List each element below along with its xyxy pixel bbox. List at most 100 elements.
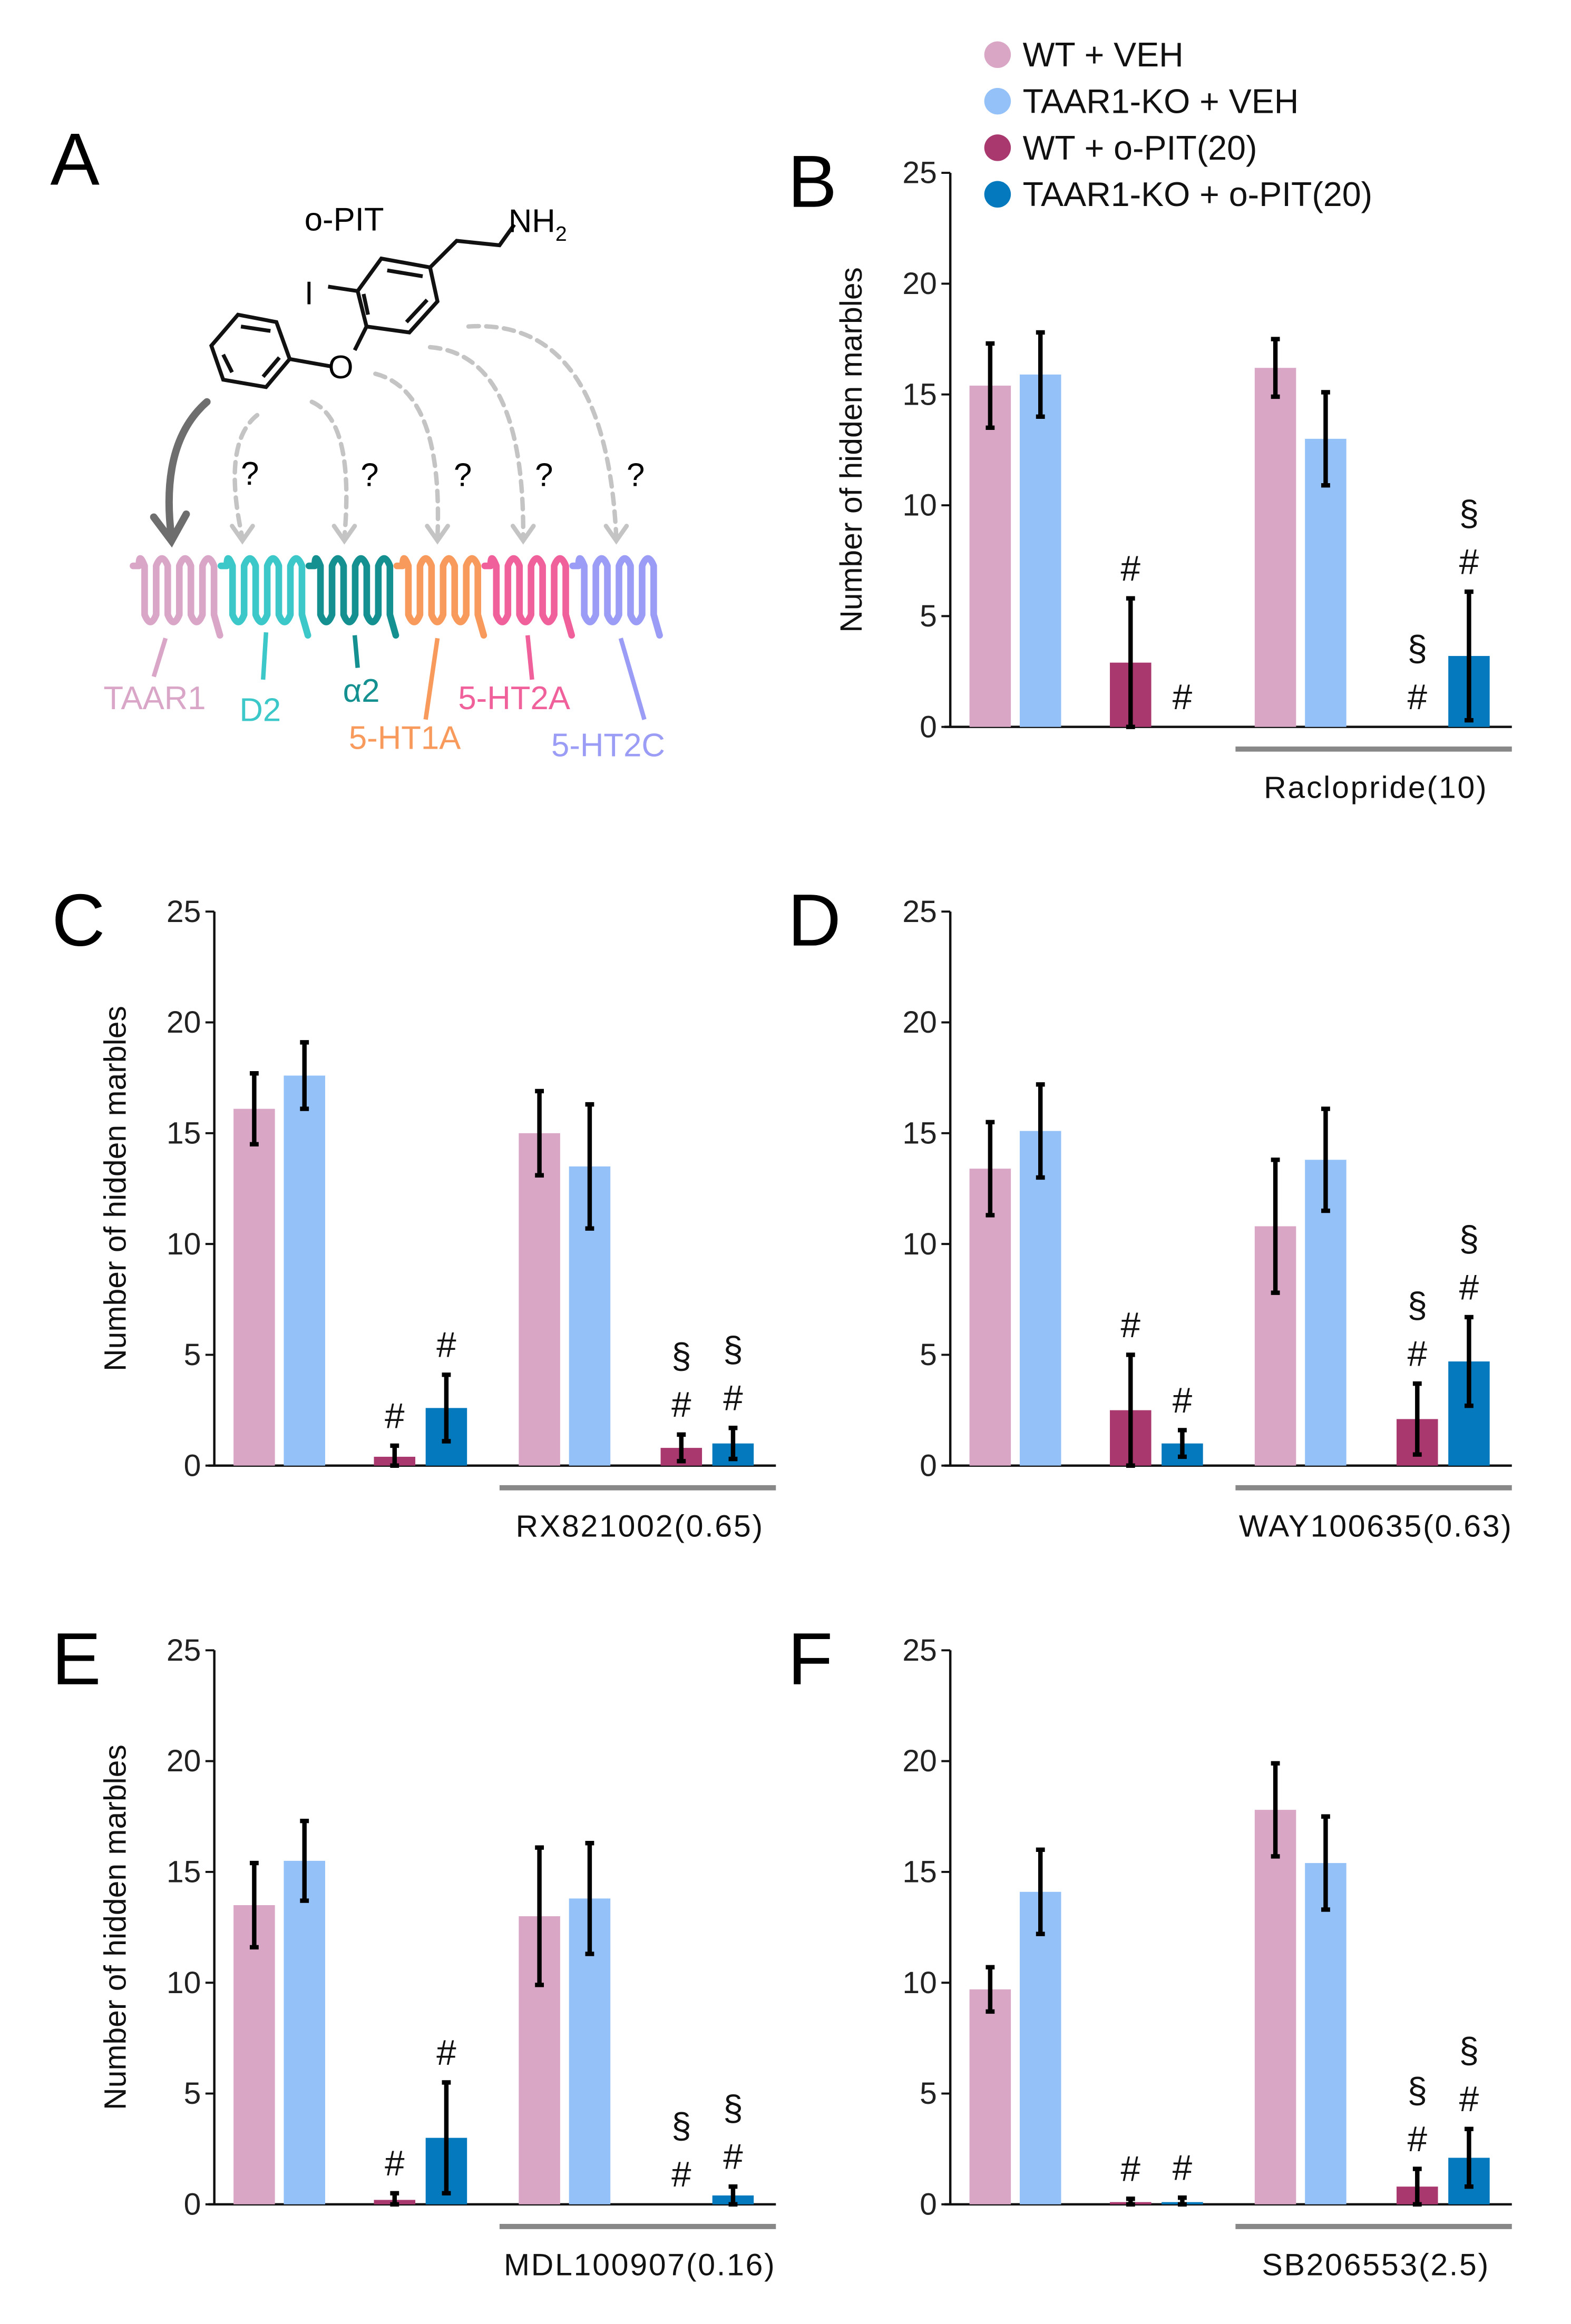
y-tick-label: 5 [184, 1338, 201, 1372]
y-tick-label: 10 [167, 1227, 201, 1261]
panel-label-a: A [50, 118, 100, 201]
receptor-leader-line [423, 638, 440, 720]
significance-hash: # [1408, 2120, 1428, 2159]
nh2-label: NH2 [509, 203, 567, 246]
bar [284, 1860, 325, 2204]
o-pit-structure [209, 223, 516, 389]
receptor-leader-line [151, 638, 168, 678]
y-tick-label: 15 [902, 1116, 937, 1150]
iodine-label: I [305, 276, 314, 312]
significance-section: § [671, 1337, 691, 1376]
significance-hash: # [1173, 678, 1193, 717]
significance-section: § [671, 2106, 691, 2146]
y-axis-title: Number of hidden marbles [98, 1744, 132, 2110]
y-tick-label: 10 [902, 488, 937, 523]
y-tick-label: 5 [920, 599, 937, 633]
significance-section: § [1459, 1219, 1479, 1259]
y-tick-label: 0 [920, 710, 937, 744]
significance-hash: # [436, 1326, 456, 1365]
question-mark: ? [241, 456, 259, 492]
y-tick-label: 10 [902, 1966, 937, 2000]
y-tick-label: 5 [920, 2076, 937, 2111]
significance-section: § [1408, 2071, 1427, 2110]
receptor-label: α2 [343, 673, 380, 709]
significance-hash: # [1121, 1306, 1141, 1345]
significance-hash: # [1408, 1334, 1428, 1374]
panel-f: F 0 5 10 15 20 25 SB206553(2.5) # # # § # § [788, 1617, 1512, 2282]
y-tick-label: 0 [184, 1448, 201, 1483]
significance-hash: # [1459, 2080, 1479, 2119]
treatment-group-label: WAY100635(0.63) [1239, 1509, 1513, 1543]
y-tick-label: 25 [902, 156, 937, 190]
y-tick-label: 15 [167, 1116, 201, 1150]
panel-label: F [788, 1617, 833, 1700]
bar-panels: B 0 5 10 15 20 25 Number of hidden marbles Raclo… [52, 140, 1513, 2282]
significance-hash: # [1408, 678, 1428, 717]
bar [1019, 374, 1061, 727]
receptor-leader-line [261, 632, 269, 680]
receptor-shape-4 [481, 555, 575, 639]
y-axis-title: Number of hidden marbles [98, 1006, 132, 1371]
legend-label: WT + o-PIT(20) [1023, 129, 1257, 167]
panel-label: E [52, 1617, 101, 1700]
question-mark: ? [454, 457, 472, 494]
bar [1254, 1810, 1296, 2204]
legend-swatch [984, 41, 1011, 68]
significance-hash: # [1173, 2149, 1193, 2188]
treatment-group-label: MDL100907(0.16) [504, 2248, 776, 2282]
significance-hash: # [723, 1379, 743, 1418]
y-tick-label: 20 [902, 1005, 937, 1040]
panel-label: D [788, 879, 841, 962]
significance-section: § [723, 2088, 743, 2128]
receptor-shape-0 [130, 555, 223, 639]
significance-section: § [1408, 1286, 1427, 1325]
y-tick-label: 20 [902, 1744, 937, 1778]
panel-e: E 0 5 10 15 20 25 Number of hidden marbles MDL10… [52, 1617, 776, 2282]
significance-hash: # [1121, 2150, 1141, 2189]
significance-section: § [723, 1330, 743, 1369]
bar [233, 1905, 275, 2204]
receptor-leader-line [352, 635, 360, 668]
bar [1019, 1891, 1061, 2204]
panel-c: C 0 5 10 15 20 25 Number of hidden marbles RX821… [52, 879, 776, 1543]
significance-hash: # [723, 2137, 743, 2177]
panel-d: D 0 5 10 15 20 25 WAY100635(0.63) # # # § # § [788, 879, 1513, 1543]
legend-label: WT + VEH [1023, 36, 1184, 74]
significance-hash: # [671, 1385, 691, 1425]
question-marks: ????? [241, 456, 645, 494]
arrow-head-icon [150, 510, 190, 548]
panel-label: C [52, 879, 105, 962]
y-tick-label: 0 [184, 2187, 201, 2221]
binding-arrows [150, 323, 629, 548]
bar [1254, 368, 1296, 727]
bar [969, 1169, 1011, 1466]
bar [233, 1109, 275, 1466]
receptor-label: 5-HT1A [349, 720, 461, 757]
y-tick-label: 15 [902, 1855, 937, 1889]
bar [1305, 1863, 1346, 2204]
bar [969, 385, 1011, 727]
y-tick-label: 20 [167, 1744, 201, 1778]
y-tick-label: 25 [902, 895, 937, 929]
receptor-shape-1 [217, 555, 311, 639]
y-tick-label: 10 [902, 1227, 937, 1261]
legend-swatch [984, 181, 1011, 208]
receptor-leader-line [525, 635, 534, 680]
legend: WT + VEH TAAR1-KO + VEH WT + o-PIT(20) TAAR… [984, 36, 1372, 213]
panel-a: A o-PIT NH2 I O [50, 118, 665, 764]
bar [284, 1075, 325, 1466]
question-mark: ? [627, 457, 645, 494]
bar [519, 1133, 560, 1466]
significance-section: § [1459, 494, 1479, 533]
receptor-shape-2 [305, 555, 399, 639]
treatment-group-label: RX821002(0.65) [516, 1509, 764, 1543]
taar1-arrow [165, 398, 211, 542]
significance-hash: # [436, 2033, 456, 2073]
receptor-shape-3 [393, 555, 487, 639]
oxygen-label: O [328, 349, 354, 386]
y-tick-label: 0 [920, 1448, 937, 1483]
significance-hash: # [1173, 1381, 1193, 1420]
y-tick-label: 25 [167, 1633, 201, 1668]
y-tick-label: 25 [167, 895, 201, 929]
